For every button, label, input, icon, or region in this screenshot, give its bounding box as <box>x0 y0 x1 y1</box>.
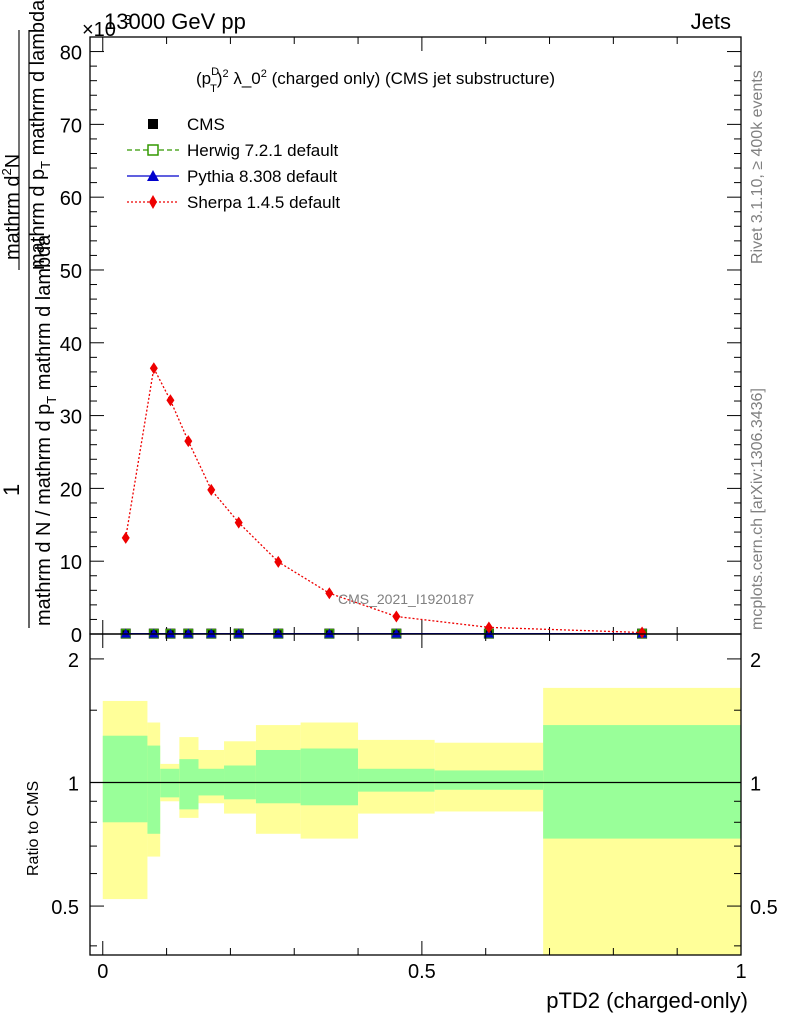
ratio-y-tick-label-left: 0.5 <box>51 897 79 919</box>
pythia-point <box>391 628 402 638</box>
jets-label: Jets <box>691 9 731 34</box>
sherpa-point <box>184 435 193 448</box>
ylabel-num: mathrm d <box>2 176 24 260</box>
pythia-point <box>165 628 176 638</box>
ratio-y-tick-label-right: 0.5 <box>750 897 778 919</box>
energy-label: 13000 GeV pp <box>104 9 246 34</box>
legend-marker-sherpa <box>149 195 157 209</box>
title-sup-2b: 2 <box>261 68 267 80</box>
x-tick-label: 0.5 <box>408 961 436 983</box>
exponent-base: ×10 <box>82 19 116 41</box>
legend-marker-herwig <box>147 144 159 156</box>
sherpa-point <box>392 610 401 623</box>
x-axis-label: pTD2 (charged-only) <box>546 988 748 1013</box>
x-tick-labels: 0 0.5 1 <box>97 961 746 983</box>
main-panel: 0 10 20 30 40 50 60 70 80 <box>60 36 742 647</box>
legend-label: CMS <box>187 115 225 134</box>
ratio-y-tick-labels: 0.5 0.5 1 1 2 2 <box>51 650 778 919</box>
svg-text:mathrm d2N: mathrm d2N <box>0 154 24 260</box>
ratio-inner-band <box>255 749 301 804</box>
ratio-inner-band <box>300 748 359 806</box>
ratio-inner-band <box>358 768 435 792</box>
pythia-point <box>206 628 217 638</box>
y-tick-label: 40 <box>60 334 82 356</box>
ratio-y-tick-label-right: 1 <box>750 773 761 795</box>
ylabel-frac-den: mathrm d p <box>27 169 49 270</box>
ratio-inner-band <box>147 745 161 834</box>
ratio-y-axis-label: Ratio to CMS <box>25 781 42 876</box>
ratio-frame <box>89 633 742 956</box>
sherpa-point <box>325 587 334 600</box>
legend-marker-pythia <box>147 170 159 181</box>
title-sub-t: T <box>210 83 217 95</box>
pythia-point <box>120 628 131 638</box>
sherpa-point <box>234 516 243 529</box>
title-lambda: λ_0 <box>229 69 261 88</box>
title-close: ) <box>217 69 223 88</box>
x-tick-label: 0 <box>97 961 108 983</box>
sherpa-point <box>484 621 493 634</box>
pythia-point <box>273 628 284 638</box>
ratio-panel: 0.5 0.51 12 2 0 0.5 1 <box>51 633 778 983</box>
title-sup-d: D <box>211 66 219 78</box>
plot-title: (pD T)2 λ_02 (charged only) (CMS jet subs… <box>196 66 555 95</box>
y-tick-label: 70 <box>60 115 82 137</box>
ratio-inner-band <box>543 725 741 839</box>
pythia-point <box>324 628 335 638</box>
pythia-point <box>233 628 244 638</box>
legend-label: Herwig 7.2.1 default <box>187 141 338 160</box>
ylabel-one: 1 <box>0 484 24 496</box>
svg-text:mathrm d N / mathrm d pT mathr: mathrm d N / mathrm d pT mathrm d lambda <box>33 234 59 626</box>
title-sup-2: 2 <box>222 68 228 80</box>
legend: CMS Herwig 7.2.1 default Pythia 8.308 defa… <box>127 115 340 212</box>
ylabel-num-sup: 2 <box>0 168 14 175</box>
ratio-axis-ticks <box>90 634 742 955</box>
legend-marker-cms <box>148 119 158 129</box>
sherpa-point <box>207 483 216 496</box>
y-tick-label: 30 <box>60 407 82 429</box>
analysis-watermark: CMS_2021_I1920187 <box>338 591 474 607</box>
ratio-bands <box>102 687 741 955</box>
rivet-label: Rivet 3.1.10, ≥ 400k events <box>749 70 766 264</box>
pythia-point <box>148 628 159 638</box>
x-tick-label: 1 <box>735 961 746 983</box>
svg-text:mathrm d pT mathrm d lambda: mathrm d pT mathrm d lambda <box>27 0 53 270</box>
y-tick-label: 50 <box>60 261 82 283</box>
y-tick-label: 10 <box>60 552 82 574</box>
y-tick-label: 20 <box>60 479 82 501</box>
sherpa-point <box>166 394 175 407</box>
main-y-tick-labels: 0 10 20 30 40 50 60 70 80 <box>60 43 82 647</box>
title-rest: (charged only) (CMS jet substructure) <box>267 69 555 88</box>
svg-text:(pDT)2 λ_02 (charged only) (CM: (pD T)2 λ_02 (charged only) (CMS jet subs… <box>196 66 555 95</box>
sherpa-point <box>149 362 158 375</box>
ratio-y-tick-label-left: 1 <box>68 773 79 795</box>
y-tick-label: 60 <box>60 188 82 210</box>
ratio-inner-band <box>102 735 148 823</box>
main-y-axis-label: 1 mathrm d N / mathrm d pT mathrm d lamb… <box>0 0 59 628</box>
y-tick-label: 0 <box>71 625 82 647</box>
ylabel-frac-den-rest: mathrm d lambda <box>27 0 49 161</box>
ylabel-den: mathrm d N / mathrm d p <box>33 404 55 626</box>
mcplots-label: mcplots.cern.ch [arXiv:1306.3436] <box>749 388 766 630</box>
ratio-y-tick-label-left: 2 <box>68 650 79 672</box>
title-p: (p <box>196 69 211 88</box>
ratio-y-tick-label-right: 2 <box>750 650 761 672</box>
ylabel-den-sub: T <box>44 396 59 404</box>
sherpa-point <box>274 555 283 568</box>
ratio-inner-band <box>179 759 199 810</box>
sherpa-point <box>638 626 647 639</box>
legend-label: Pythia 8.308 default <box>187 167 338 186</box>
legend-label: Sherpa 1.4.5 default <box>187 193 340 212</box>
axis-exponent: ×10 -3 <box>82 12 132 41</box>
exponent-power: -3 <box>120 12 132 27</box>
ylabel-frac-den-sub: T <box>38 161 53 169</box>
ratio-inner-band <box>434 770 544 790</box>
ylabel-num-rest: N <box>2 154 24 168</box>
pythia-point <box>183 628 194 638</box>
sherpa-point <box>121 531 130 544</box>
ylabel-den-rest: mathrm d lambda <box>33 234 55 396</box>
y-tick-label: 80 <box>60 43 82 65</box>
